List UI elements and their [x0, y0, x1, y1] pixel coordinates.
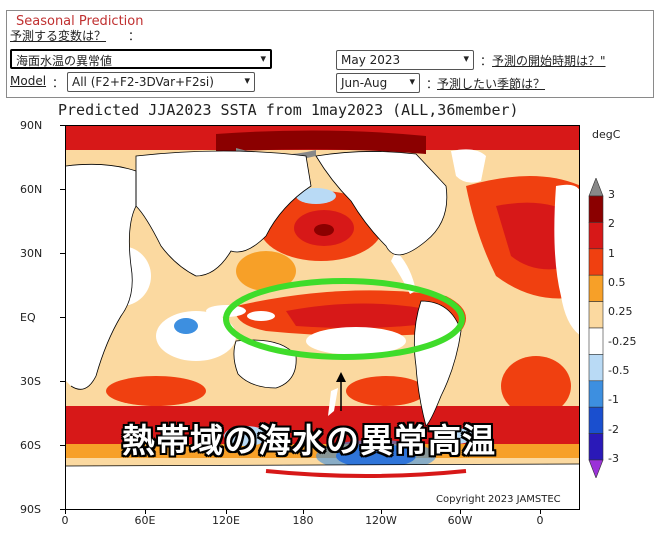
ytick	[60, 125, 65, 126]
colorbar-cell	[588, 248, 604, 276]
ytick	[60, 381, 65, 382]
colorbar-label: 0.5	[608, 276, 626, 289]
colorbar-label: -1	[608, 393, 619, 407]
colorbar-cell	[588, 195, 604, 223]
start-question-link[interactable]: 予測の開始時期は？"	[492, 54, 606, 68]
season-select[interactable]: Jun-Aug ▾	[336, 73, 420, 93]
colorbar	[588, 178, 604, 478]
lat-label: 90S	[20, 503, 41, 516]
lat-label: 60S	[20, 439, 41, 452]
ytick	[60, 509, 65, 510]
annotation-arrow	[336, 372, 346, 411]
colorbar-cell	[588, 459, 604, 478]
highlight-ellipse	[223, 278, 465, 360]
map-canvas	[66, 126, 579, 509]
colorbar-cell	[588, 433, 604, 461]
xtick	[460, 510, 461, 514]
xtick	[226, 510, 227, 514]
colorbar-unit: degC	[592, 128, 621, 141]
colorbar-label: 3	[608, 188, 615, 201]
season-colon: ：	[426, 77, 439, 91]
map-title: Predicted JJA2023 SSTA from 1may2023 (AL…	[58, 101, 519, 119]
ytick	[60, 445, 65, 446]
annotation-text: 熱帯域の海水の異常高温	[122, 421, 496, 460]
colorbar-cell	[588, 301, 604, 329]
lat-label: 30S	[20, 375, 41, 388]
season-question-link[interactable]: 予測したい季節は？	[437, 77, 546, 91]
xtick	[65, 510, 66, 514]
colorbar-label: -3	[608, 452, 619, 465]
colorbar-label: -2	[608, 422, 619, 436]
lon-label: 60E	[134, 514, 156, 527]
colorbar-cell	[588, 178, 604, 197]
colorbar-label: 0.25	[608, 305, 633, 319]
colorbar-cell	[588, 222, 604, 250]
chevron-down-icon: ▾	[244, 74, 250, 87]
start-colon: ：	[480, 54, 493, 68]
lat-label: 60N	[20, 183, 43, 196]
lon-label: 120W	[365, 514, 397, 527]
colorbar-label: 2	[608, 217, 615, 231]
lon-label: 60W	[447, 514, 473, 527]
xtick	[145, 510, 146, 514]
control-panel: Seasonal Prediction	[6, 10, 654, 98]
xtick	[540, 510, 541, 514]
lon-label: 0	[61, 514, 69, 527]
lon-label: 120E	[212, 514, 240, 527]
xtick	[303, 510, 304, 514]
colorbar-label: 1	[608, 246, 615, 260]
chevron-down-icon: ▾	[409, 75, 415, 88]
ytick	[60, 189, 65, 190]
colorbar-cell	[588, 274, 604, 302]
colorbar-label: -0.5	[608, 364, 630, 377]
model-link[interactable]: Model	[10, 74, 47, 88]
model-colon: ：	[52, 76, 65, 90]
variable-select[interactable]: 海面水温の異常値 ▾	[10, 49, 272, 69]
colorbar-cell	[588, 406, 604, 434]
copyright-text: Copyright 2023 JAMSTEC	[436, 494, 561, 505]
ytick	[60, 253, 65, 254]
chevron-down-icon: ▾	[463, 52, 469, 65]
season-value: Jun-Aug	[341, 76, 388, 90]
colorbar-cell	[588, 327, 604, 355]
panel-title: Seasonal Prediction	[13, 14, 147, 29]
lon-label: 0	[536, 514, 544, 527]
start-month-select[interactable]: May 2023 ▾	[336, 50, 474, 70]
xtick	[381, 510, 382, 514]
variable-question-link[interactable]: 予測する変数は？	[10, 29, 107, 43]
model-select[interactable]: All (F2+F2-3DVar+F2si) ▾	[67, 72, 255, 92]
variable-colon: ：	[128, 29, 141, 43]
start-month-value: May 2023	[341, 53, 401, 67]
colorbar-cell	[588, 354, 604, 382]
lat-label: 30N	[20, 247, 43, 260]
variable-select-value: 海面水温の異常値	[16, 54, 113, 68]
lat-label: 90N	[20, 119, 43, 132]
sst-anomaly-map	[65, 125, 580, 510]
lon-label: 180	[292, 514, 314, 527]
chevron-down-icon: ▾	[260, 52, 266, 65]
colorbar-cell	[588, 380, 604, 408]
colorbar-label: -0.25	[608, 334, 637, 348]
lat-label: EQ	[20, 311, 36, 324]
ytick	[60, 317, 65, 318]
model-select-value: All (F2+F2-3DVar+F2si)	[72, 75, 214, 89]
